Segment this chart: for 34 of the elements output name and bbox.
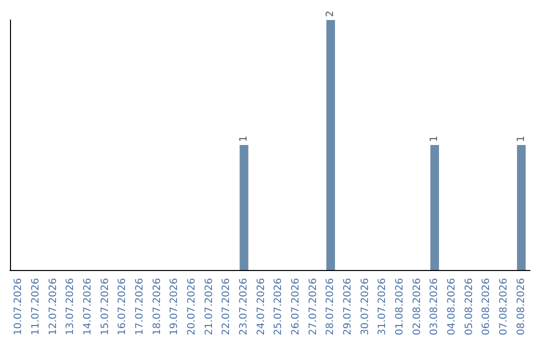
x-tick-label: 14.07.2026	[82, 278, 94, 336]
x-tick-label: 19.07.2026	[169, 278, 180, 336]
x-tick-label: 02.08.2026	[412, 278, 423, 336]
x-tick-label: 06.08.2026	[481, 278, 492, 336]
x-tick-label: 27.07.2026	[308, 278, 319, 336]
x-tick-label: 05.08.2026	[464, 278, 475, 336]
x-tick-label: 23.07.2026	[238, 278, 250, 336]
data-label: 2	[325, 10, 336, 17]
x-tick-label: 18.07.2026	[152, 278, 163, 336]
data-label: 1	[238, 136, 250, 142]
x-tick-label: 25.07.2026	[273, 278, 284, 336]
x-tick-label: 22.07.2026	[221, 278, 232, 336]
x-tick-label: 13.07.2026	[65, 278, 76, 336]
x-tick-label: 08.08.2026	[516, 278, 527, 336]
x-tick-label: 26.07.2026	[290, 278, 302, 336]
data-label: 1	[429, 136, 440, 142]
x-tick-label: 15.07.2026	[100, 278, 111, 336]
x-tick-label: 17.07.2026	[134, 278, 146, 336]
x-tick-label: 04.08.2026	[446, 278, 458, 336]
x-tick-label: 29.07.2026	[342, 278, 354, 336]
x-tick-label: 20.07.2026	[186, 278, 198, 336]
x-tick-label: 07.08.2026	[498, 278, 510, 336]
x-tick-label: 12.07.2026	[48, 278, 59, 336]
x-tick-label: 16.07.2026	[117, 278, 128, 336]
x-tick-label: 01.08.2026	[394, 278, 406, 336]
x-tick-label: 11.07.2026	[30, 278, 42, 336]
x-tick-label: 28.07.2026	[325, 278, 336, 336]
x-tick-label: 21.07.2026	[204, 278, 215, 336]
x-tick-label: 10.07.2026	[13, 278, 24, 336]
data-label: 1	[516, 136, 527, 142]
x-tick-label: 30.07.2026	[360, 278, 371, 336]
x-tick-label: 03.08.2026	[429, 278, 440, 336]
x-tick-label: 31.07.2026	[377, 278, 388, 336]
x-tick-label: 24.07.2026	[256, 278, 267, 336]
